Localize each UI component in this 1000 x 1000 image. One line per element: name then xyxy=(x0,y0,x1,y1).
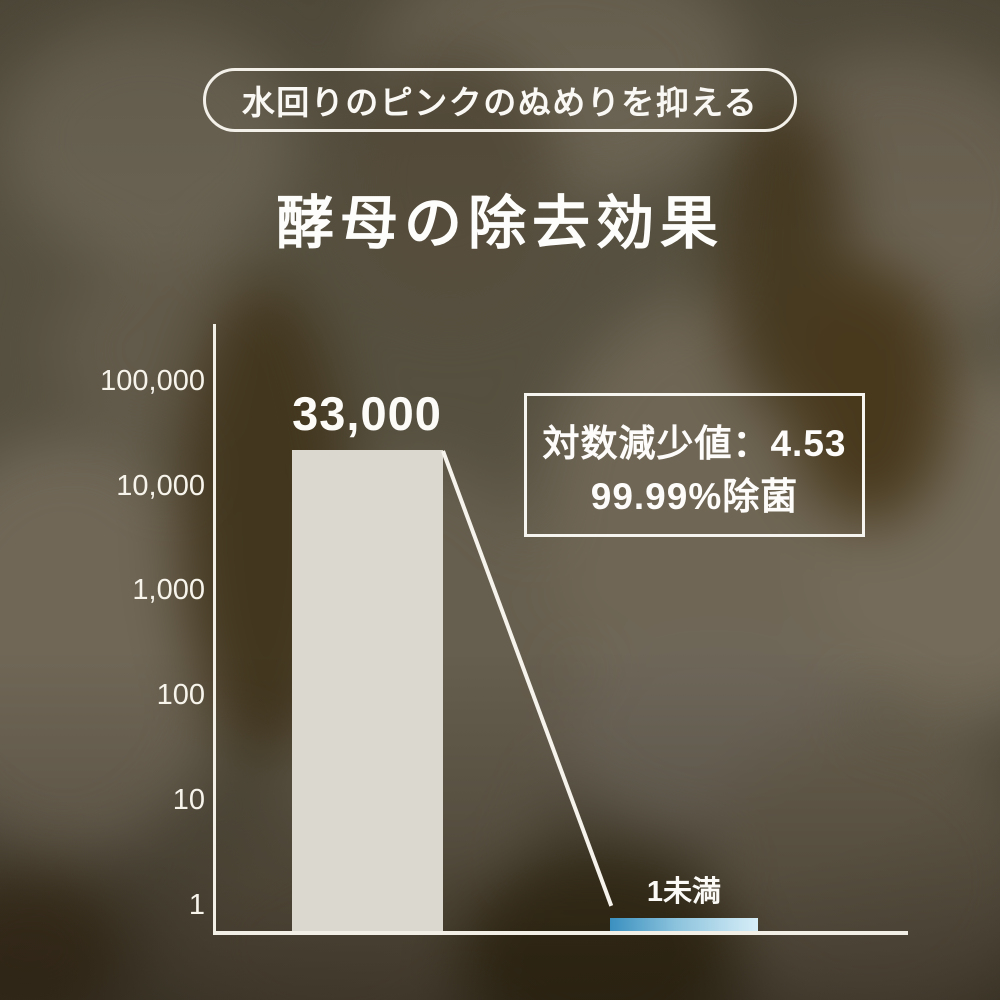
bar-after-treatment xyxy=(610,918,758,931)
bar-before-treatment xyxy=(292,450,443,931)
bar-after-value-label: 1未満 xyxy=(646,876,722,908)
y-tick-label: 1 xyxy=(188,889,205,921)
y-tick-label: 100 xyxy=(156,679,205,711)
badge-pill: 水回りのピンクのぬめりを抑える xyxy=(203,68,797,132)
badge-text: 水回りのピンクのぬめりを抑える xyxy=(241,84,759,121)
y-tick-label: 10 xyxy=(172,784,205,816)
y-tick-label: 100,000 xyxy=(100,365,205,397)
x-axis-line xyxy=(213,931,908,935)
yeast-cell-blob xyxy=(710,725,1000,1000)
y-axis-line xyxy=(213,324,216,935)
page-title: 酵母の除去効果 xyxy=(275,191,724,256)
log-reduction-text: 対数減少値：4.53 xyxy=(542,423,847,464)
yeast-cell-blob xyxy=(0,20,300,260)
annotation-box: 対数減少値：4.53 99.99%除菌 xyxy=(524,393,865,537)
bar-before-value-label: 33,000 xyxy=(292,387,442,440)
y-tick-label: 10,000 xyxy=(116,470,205,502)
background-shadow-blob xyxy=(340,50,560,310)
y-tick-label: 1,000 xyxy=(132,574,205,606)
disinfection-rate-text: 99.99%除菌 xyxy=(590,476,799,517)
